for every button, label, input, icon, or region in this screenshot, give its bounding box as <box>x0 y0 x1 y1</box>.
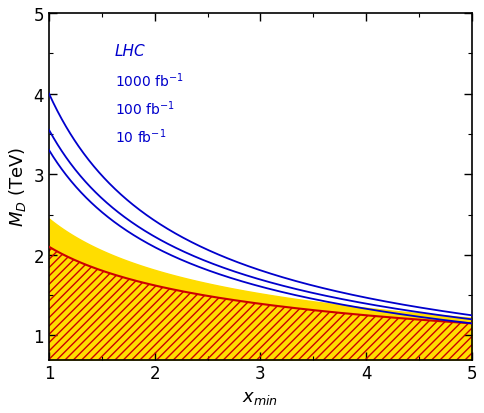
X-axis label: $x_{min}$: $x_{min}$ <box>242 388 278 406</box>
Text: LHC: LHC <box>115 44 145 59</box>
Y-axis label: $M_D$ (TeV): $M_D$ (TeV) <box>7 147 28 227</box>
Text: 1000 fb$^{-1}$: 1000 fb$^{-1}$ <box>115 71 183 89</box>
Text: 10 fb$^{-1}$: 10 fb$^{-1}$ <box>115 127 166 146</box>
Text: 100 fb$^{-1}$: 100 fb$^{-1}$ <box>115 99 175 117</box>
